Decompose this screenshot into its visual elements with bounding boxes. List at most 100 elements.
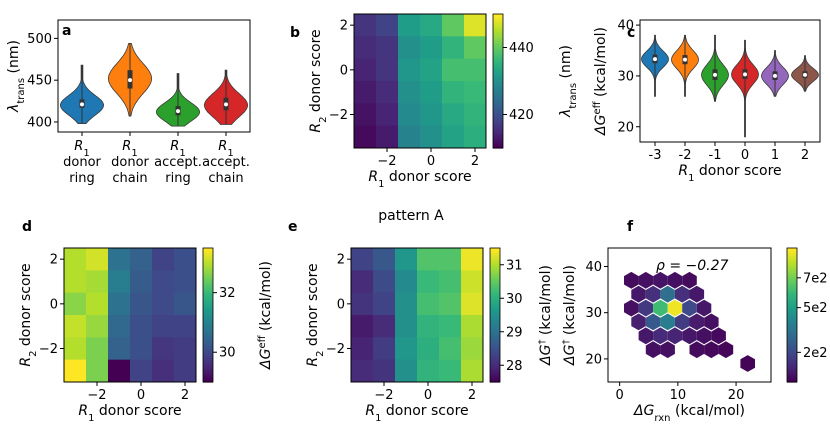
colorbar-b-segment [493, 112, 503, 116]
colorbar-f-segment [787, 323, 797, 327]
colorbar-b-segment [493, 14, 503, 17]
colorbar-d-segment [203, 337, 213, 341]
colorbar-d-segment [203, 355, 213, 359]
hexbin-cell [711, 327, 726, 345]
colorbar-d-tick-label: 32 [219, 286, 236, 301]
heatmap-b-cell [420, 81, 443, 104]
colorbar-e-segment [490, 261, 500, 265]
x-tick-label-line1: R1 [74, 139, 89, 159]
colorbar-d-segment [203, 339, 213, 343]
colorbar-e-segment [490, 359, 500, 363]
heatmap-e-cell [373, 359, 396, 383]
heatmap-e-cell [417, 315, 440, 338]
colorbar-b-segment [493, 43, 503, 46]
heatmap-e-cell [351, 292, 374, 316]
violin-median-dot [743, 72, 747, 77]
x-tick-label: −2 [87, 388, 106, 403]
colorbar-b-segment [493, 81, 503, 84]
heatmap-d-cell [152, 292, 175, 316]
colorbar-e-tick-label: 28 [506, 359, 523, 374]
x-tick-label-line3: chain [208, 171, 243, 186]
colorbar-f-segment [787, 270, 797, 274]
colorbar-b-segment [493, 89, 503, 93]
heatmap-b-cell [398, 81, 421, 104]
colorbar-b-segment [493, 134, 503, 138]
colorbar-f-tick-label: 5e2 [803, 301, 828, 316]
y-tick-label: 450 [27, 74, 52, 89]
heatmap-d-cell [174, 248, 197, 271]
x-tick-label: -3 [649, 148, 662, 163]
colorbar-f-segment [787, 290, 797, 294]
colorbar-f-segment [787, 332, 797, 336]
colorbar-f-segment [787, 321, 797, 325]
colorbar-f-segment [787, 375, 797, 379]
colorbar-e-segment [490, 328, 500, 332]
heatmap-e-cell [417, 359, 440, 383]
heatmap-e-cell [461, 248, 484, 271]
heatmap-d-cell [152, 337, 175, 361]
colorbar-e-segment [490, 373, 500, 376]
colorbar-label: λtrans (nm) [558, 45, 579, 118]
heatmap-b-cell [442, 125, 465, 149]
y-tick-label: 20 [617, 120, 634, 135]
colorbar-d-segment [203, 341, 213, 345]
y-tick-label: 2 [340, 19, 348, 34]
heatmap-b-cell [464, 36, 487, 60]
colorbar-d-segment [203, 379, 213, 383]
colorbar-f-segment [787, 312, 797, 316]
colorbar-f-segment [787, 368, 797, 372]
hexbin-cell [645, 313, 661, 331]
heatmap-b-cell [442, 36, 465, 60]
colorbar-d-segment [203, 352, 213, 356]
colorbar-b-segment [493, 76, 503, 80]
heatmap-b-cell [442, 14, 465, 37]
y-tick-label: −2 [329, 108, 348, 123]
colorbar-b-segment [493, 136, 503, 140]
colorbar-e-segment [490, 281, 500, 285]
heatmap-e-cell [417, 270, 440, 294]
colorbar-d-segment [203, 375, 213, 379]
hexbin-cell [667, 299, 683, 317]
heatmap-b-cell [376, 36, 399, 60]
colorbar-f-segment [787, 326, 797, 329]
x-tick-label: 10 [670, 388, 687, 403]
heatmap-e-cell [351, 359, 374, 383]
colorbar-e-segment [490, 252, 500, 256]
heatmap-d-cell [64, 315, 87, 338]
axes-frame-f [607, 247, 772, 383]
colorbar-label: ΔG† (kcal/mol) [537, 265, 555, 366]
heatmap-d-cell [174, 359, 197, 383]
axes-frame-b [353, 13, 487, 149]
colorbar-b-segment [493, 78, 503, 82]
heatmap-d-cell [174, 315, 197, 338]
x-tick-label: −2 [377, 154, 396, 169]
heatmap-d-cell [174, 337, 197, 361]
violin-median-dot [683, 57, 687, 62]
colorbar-d-segment [203, 310, 213, 314]
colorbar-e-segment [490, 303, 500, 307]
violin-median-dot [128, 78, 132, 83]
x-tick-label-line3: chain [112, 171, 147, 186]
heatmap-b-cell [464, 81, 487, 104]
colorbar-b-segment [493, 143, 503, 147]
hexbin-cell [631, 313, 646, 331]
colorbar-f-segment [787, 288, 797, 292]
x-axis-label: R1 donor score [678, 163, 781, 184]
colorbar-e-segment [490, 355, 500, 359]
colorbar-b-segment [493, 139, 503, 142]
heatmap-d-cell [152, 270, 175, 294]
colorbar-e-segment [490, 319, 500, 323]
colorbar-e-segment [490, 364, 500, 367]
colorbar-e-segment [490, 337, 500, 341]
colorbar-b-segment [493, 96, 503, 100]
hexbin-cell [667, 327, 683, 345]
colorbar-b-segment [493, 92, 503, 95]
heatmap-e-cell [439, 270, 462, 294]
heatmap-b-cell [354, 81, 377, 104]
y-tick-label: −2 [326, 342, 345, 357]
colorbar-d-segment [203, 256, 213, 260]
x-tick-label: 1 [771, 148, 779, 163]
heatmap-b-cell [398, 14, 421, 37]
